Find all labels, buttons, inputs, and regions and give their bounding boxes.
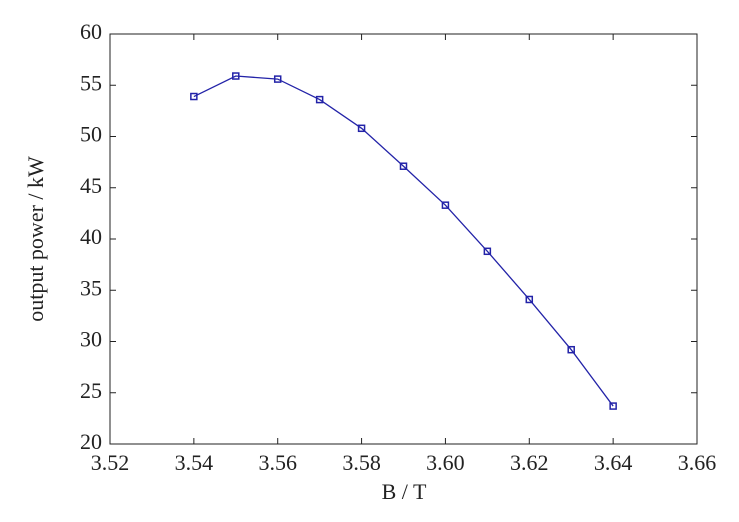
x-tick-label: 3.66 [678,450,717,475]
y-tick-label: 45 [80,173,102,198]
x-tick-label: 3.58 [342,450,381,475]
point-marker [567,345,575,354]
x-tick-label: 3.64 [594,450,633,475]
y-tick-label: 55 [80,70,102,95]
plot-frame [109,33,698,445]
point-marker [441,201,450,209]
y-tick-label: 50 [80,122,102,147]
point-marker [232,72,240,80]
x-tick-label: 3.56 [258,450,297,475]
y-tick-label: 30 [80,327,102,352]
x-tick-label: 3.60 [426,450,465,475]
point-marker [273,75,282,83]
x-axis-label: B / T [382,479,427,504]
x-tick-label: 3.54 [175,450,214,475]
x-tick-label: 3.62 [510,450,549,475]
series-line [193,75,614,407]
y-tick-label: 25 [80,378,102,403]
y-tick-label: 40 [80,224,102,249]
point-marker [357,124,366,133]
y-tick-label: 20 [80,429,102,454]
point-marker [315,95,324,104]
x-tick-label: 3.52 [91,450,130,475]
point-marker [399,162,408,170]
point-marker [525,295,534,304]
y-tick-label: 60 [80,19,102,44]
y-tick-label: 35 [80,275,102,300]
point-marker [483,247,492,256]
point-marker [609,402,617,410]
y-axis-label: output power / kW [23,156,48,322]
point-marker [190,92,198,101]
